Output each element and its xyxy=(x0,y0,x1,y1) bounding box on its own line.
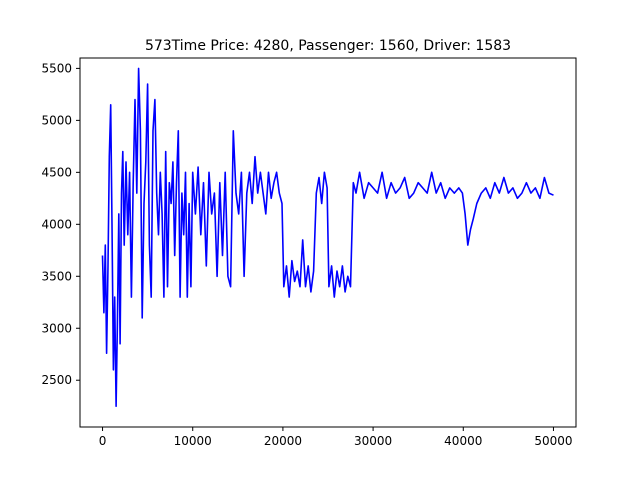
series-line xyxy=(101,67,554,408)
plot-area: 0 10000 20000 30000 40000 50000 2500 3000 3500 4… xyxy=(41,57,577,448)
x-tick-label: 0 xyxy=(99,434,107,448)
y-tick-label: 5000 xyxy=(41,113,72,127)
x-tick-label: 40000 xyxy=(444,434,482,448)
y-tick-label: 2500 xyxy=(41,373,72,387)
y-tick-label: 3500 xyxy=(41,269,72,283)
axes-frame xyxy=(79,57,577,428)
y-tick-label: 5500 xyxy=(41,61,72,75)
x-tick-label: 30000 xyxy=(354,434,392,448)
y-tick-label: 4000 xyxy=(41,217,72,231)
x-tick-label: 10000 xyxy=(174,434,212,448)
series-layer xyxy=(101,67,554,408)
x-tick-label: 20000 xyxy=(264,434,302,448)
chart-title: 573Time Price: 4280, Passenger: 1560, Dr… xyxy=(145,38,511,54)
y-axis: 2500 3000 3500 4000 4500 5000 5500 xyxy=(41,61,80,387)
y-tick-label: 3000 xyxy=(41,321,72,335)
x-tick-label: 50000 xyxy=(534,434,572,448)
x-axis: 0 10000 20000 30000 40000 50000 xyxy=(99,427,573,448)
y-tick-label: 4500 xyxy=(41,165,72,179)
